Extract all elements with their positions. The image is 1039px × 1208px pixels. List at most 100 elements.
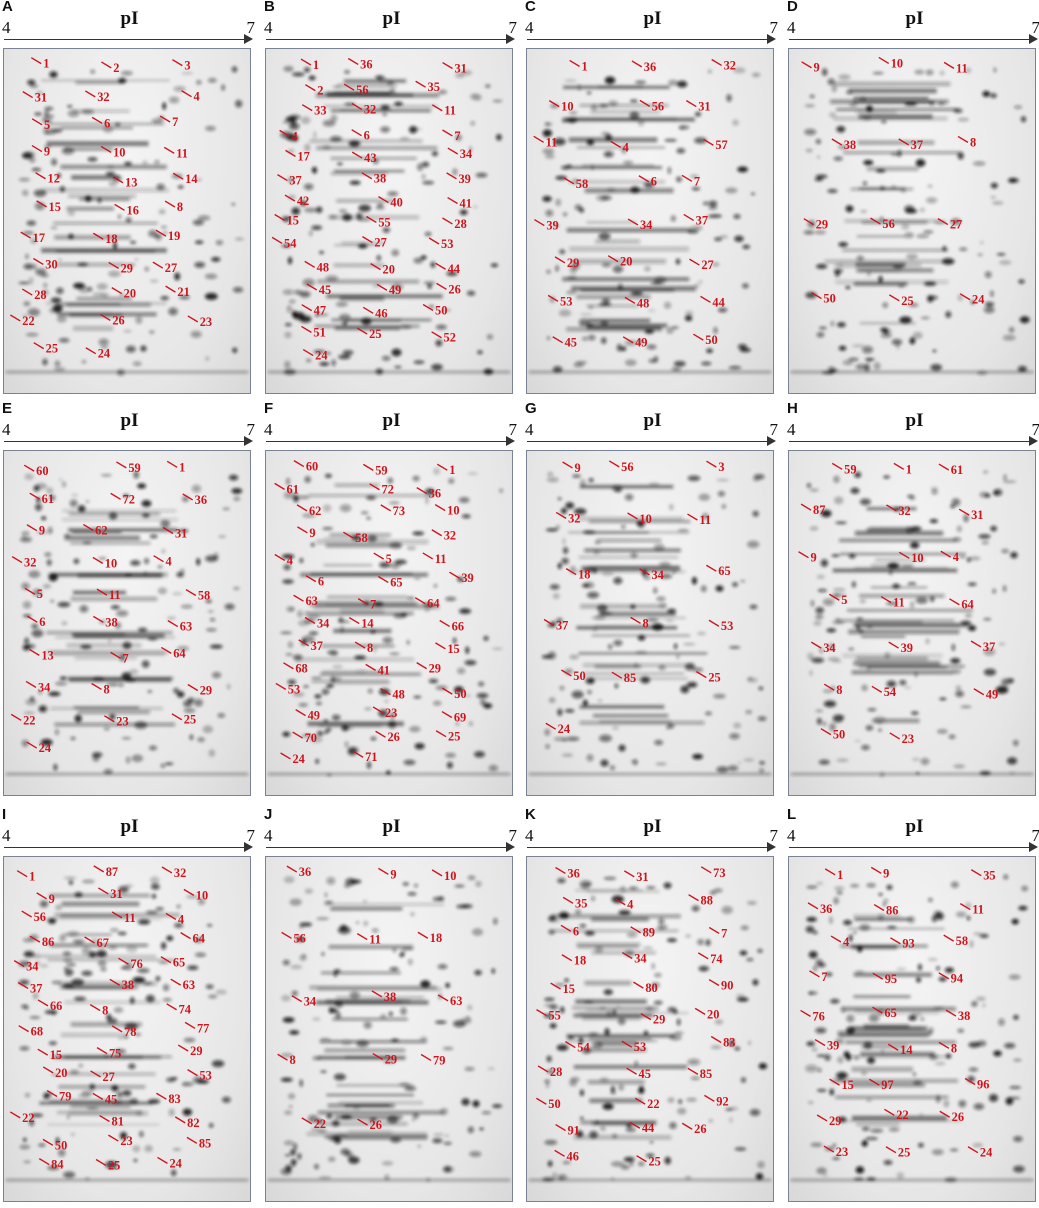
- spot-label: 25: [898, 1146, 910, 1160]
- spot-marker: 1: [437, 463, 455, 477]
- spot-marker: 49: [377, 283, 401, 297]
- arrow-icon: [173, 173, 183, 179]
- spot-label: 37: [911, 138, 923, 152]
- spot-marker: 11: [97, 588, 121, 602]
- spot-label: 38: [105, 615, 117, 629]
- arrow-icon: [944, 62, 954, 68]
- spot-label: 56: [621, 460, 633, 474]
- ph-gradient-axis: [789, 39, 1033, 40]
- spot-marker: 39: [815, 1038, 839, 1052]
- spot-label: 31: [636, 870, 648, 884]
- spot-label: 29: [429, 662, 441, 676]
- spot-label: 31: [454, 61, 466, 75]
- arrow-icon: [47, 1091, 57, 1097]
- arrow-icon: [296, 710, 306, 716]
- spot-label: 59: [375, 463, 387, 477]
- spot-marker: 11: [944, 61, 968, 75]
- spot-label: 63: [180, 620, 192, 634]
- arrow-icon: [112, 912, 122, 918]
- spot-marker: 62: [83, 523, 107, 537]
- ph-min-label: 4: [787, 420, 796, 440]
- arrow-icon: [432, 530, 442, 536]
- arrow-icon: [570, 60, 580, 66]
- spot-marker: 60: [294, 460, 318, 474]
- spot-marker: 37: [971, 640, 995, 654]
- ph-min-label: 4: [787, 826, 796, 846]
- spot-label: 11: [369, 933, 381, 947]
- arrow-head-icon: [1029, 34, 1038, 44]
- arrow-icon: [188, 1070, 198, 1076]
- spot-marker: 83: [156, 1092, 180, 1106]
- arrow-icon: [277, 175, 287, 181]
- spot-marker: 80: [633, 981, 657, 995]
- ph-gradient-axis: [527, 39, 771, 40]
- spot-marker: 25: [357, 327, 381, 341]
- spot-label: 50: [548, 1097, 560, 1111]
- spot-label: 64: [193, 932, 205, 946]
- spot-label: 5: [37, 587, 43, 601]
- spot-marker: 23: [104, 715, 128, 729]
- spot-label: 87: [106, 865, 118, 879]
- arrow-icon: [415, 598, 425, 604]
- arrow-icon: [544, 620, 554, 626]
- spot-label: 44: [642, 1121, 654, 1135]
- arrow-icon: [32, 119, 42, 125]
- spot-label: 9: [49, 892, 55, 906]
- spot-marker: 53: [622, 1040, 646, 1054]
- spot-label: 10: [639, 512, 651, 526]
- spot-marker: 10: [435, 504, 459, 518]
- spot-label: 15: [50, 1048, 62, 1062]
- spot-label: 25: [46, 342, 58, 356]
- spot-label: 4: [292, 129, 298, 143]
- spot-label: 8: [643, 616, 649, 630]
- spot-marker: 36: [556, 866, 580, 880]
- arrow-icon: [305, 261, 315, 267]
- spot-marker: 11: [164, 146, 188, 160]
- spot-marker: 14: [888, 1043, 912, 1057]
- spot-marker: 18: [93, 232, 117, 246]
- arrow-icon: [824, 684, 834, 690]
- spot-label: 70: [305, 731, 317, 745]
- spot-label: 19: [168, 229, 180, 243]
- spot-label: 15: [49, 200, 61, 214]
- spot-label: 71: [365, 750, 377, 764]
- spot-marker: 8: [92, 682, 110, 696]
- arrow-icon: [808, 903, 818, 909]
- pi-axis-label: pI: [0, 8, 259, 30]
- arrow-icon: [178, 1045, 188, 1051]
- spot-label: 60: [306, 460, 318, 474]
- spot-marker: 59: [363, 463, 387, 477]
- spot-marker: 9: [871, 866, 889, 880]
- spot-marker: 36: [287, 865, 311, 879]
- spot-marker: 56: [282, 931, 306, 945]
- spot-label: 23: [200, 315, 212, 329]
- spot-marker: 43: [352, 151, 376, 165]
- spot-label: 35: [983, 869, 995, 883]
- spot-label: 76: [130, 957, 142, 971]
- spot-marker: 44: [630, 1121, 654, 1135]
- arrow-icon: [556, 1125, 566, 1131]
- spot-label: 29: [567, 256, 579, 270]
- arrow-icon: [562, 955, 572, 961]
- arrow-icon: [184, 889, 194, 895]
- spot-label: 42: [297, 194, 309, 208]
- spot-label: 54: [577, 1041, 589, 1055]
- spot-label: 92: [716, 1094, 728, 1108]
- arrow-head-icon: [244, 34, 253, 44]
- spot-label: 1: [29, 870, 35, 884]
- spot-marker: 54: [272, 236, 296, 250]
- spot-marker: 27: [938, 218, 962, 232]
- arrow-icon: [358, 1119, 368, 1125]
- ph-min-label: 4: [787, 18, 796, 38]
- spot-label: 9: [883, 866, 889, 880]
- spot-label: 3: [184, 59, 190, 73]
- spot-marker: 84: [39, 1158, 63, 1172]
- arrow-head-icon: [506, 436, 515, 446]
- arrow-icon: [281, 753, 291, 759]
- spot-label: 10: [444, 869, 456, 883]
- ph-min-label: 4: [2, 826, 11, 846]
- spot-marker: 23: [824, 1145, 848, 1159]
